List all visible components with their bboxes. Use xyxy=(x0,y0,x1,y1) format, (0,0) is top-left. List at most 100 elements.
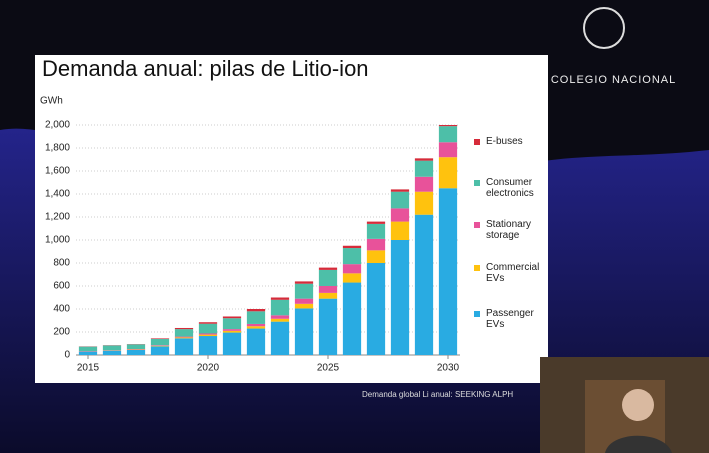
bar-segment xyxy=(366,250,386,263)
webcam-face xyxy=(622,389,654,421)
bar-segment xyxy=(150,338,170,346)
bar-segment xyxy=(222,330,242,333)
bar-segment xyxy=(270,315,290,319)
legend-label: E-buses xyxy=(486,136,523,147)
y-tick-label: 1,000 xyxy=(45,235,70,246)
bar-segment xyxy=(390,191,410,209)
bar-segment xyxy=(222,329,242,331)
logo-text: EL COLEGIO NACIONAL xyxy=(532,74,677,86)
bar-segment xyxy=(342,282,362,355)
bar-segment xyxy=(198,334,218,337)
bar-segment xyxy=(438,142,458,158)
bar-segment xyxy=(270,297,290,300)
bar-segment xyxy=(126,344,146,350)
bar-segment xyxy=(294,308,314,355)
bar-segment xyxy=(150,338,170,339)
bar-segment xyxy=(150,345,170,347)
bar-segment xyxy=(174,337,194,339)
bar-segment xyxy=(342,264,362,274)
bar-segment xyxy=(150,346,170,355)
bar-segment xyxy=(198,322,218,324)
bar-segment xyxy=(438,126,458,143)
bar-segment xyxy=(342,245,362,249)
legend-label: Commercial EVs xyxy=(486,262,540,284)
bar-segment xyxy=(438,125,458,127)
x-tick-label: 2025 xyxy=(317,363,340,374)
bar-segment xyxy=(174,329,194,337)
y-axis-unit: GWh xyxy=(40,96,63,107)
y-tick-label: 0 xyxy=(64,350,70,361)
bar-segment xyxy=(294,303,314,309)
bar-segment xyxy=(438,157,458,189)
bar-segment xyxy=(294,298,314,304)
legend-swatch xyxy=(474,222,480,228)
bar-segment xyxy=(246,323,266,327)
bar-segment xyxy=(222,318,242,330)
y-tick-label: 400 xyxy=(53,304,70,315)
bar-segment xyxy=(246,309,266,312)
bar-segment xyxy=(366,263,386,355)
bar-segment xyxy=(318,292,338,299)
bar-segment xyxy=(366,238,386,251)
bar-segment xyxy=(174,336,194,338)
bar-segment xyxy=(318,298,338,355)
bar-segment xyxy=(414,158,434,161)
bar-segment xyxy=(126,349,146,355)
legend-label: Passenger EVs xyxy=(486,308,534,330)
bar-segment xyxy=(198,336,218,355)
bar-segment xyxy=(150,345,170,346)
bar-segment xyxy=(198,323,218,334)
bar-segment xyxy=(366,223,386,239)
bar-segment xyxy=(198,333,218,335)
legend-swatch xyxy=(474,311,480,317)
y-tick-label: 1,600 xyxy=(45,166,70,177)
bar-segment xyxy=(414,176,434,192)
legend-swatch xyxy=(474,265,480,271)
bar-segment xyxy=(246,311,266,324)
chart-title: Demanda anual: pilas de Litio-ion xyxy=(42,56,369,81)
bar-segment xyxy=(294,283,314,299)
bar-segment xyxy=(270,321,290,355)
legend-swatch xyxy=(474,139,480,145)
bar-segment xyxy=(318,286,338,293)
bar-segment xyxy=(174,338,194,355)
bar-segment xyxy=(174,327,194,330)
x-tick-label: 2030 xyxy=(437,363,460,374)
logo-emblem xyxy=(583,7,625,49)
y-tick-label: 1,800 xyxy=(45,143,70,154)
bar-segment xyxy=(390,189,410,192)
bar-segment xyxy=(294,281,314,284)
bar-segment xyxy=(318,267,338,270)
bar-segment xyxy=(270,318,290,322)
bar-segment xyxy=(342,273,362,283)
bar-segment xyxy=(318,269,338,286)
bar-segment xyxy=(78,346,98,351)
bar-segment xyxy=(222,316,242,319)
bar-segment xyxy=(414,191,434,215)
legend-swatch xyxy=(474,180,480,186)
bar-segment xyxy=(366,221,386,224)
bar-segment xyxy=(102,345,122,351)
webcam-body xyxy=(605,435,672,453)
bar-segment xyxy=(78,351,98,355)
y-tick-label: 1,200 xyxy=(45,212,70,223)
bar-segment xyxy=(246,326,266,329)
bar-segment xyxy=(390,208,410,222)
legend-label: Consumer electronics xyxy=(486,177,534,199)
x-tick-label: 2015 xyxy=(77,363,100,374)
bar-segment xyxy=(414,160,434,177)
y-tick-label: 2,000 xyxy=(45,120,70,131)
x-tick-label: 2020 xyxy=(197,363,220,374)
bar-segment xyxy=(246,328,266,355)
slide xyxy=(35,55,548,383)
bar-segment xyxy=(390,221,410,240)
caption: Demanda global Li anual: SEEKING ALPH xyxy=(362,390,513,399)
y-tick-label: 800 xyxy=(53,258,70,269)
y-tick-label: 200 xyxy=(53,327,70,338)
y-tick-label: 600 xyxy=(53,281,70,292)
bar-segment xyxy=(390,240,410,355)
bar-segment xyxy=(102,350,122,355)
bar-segment xyxy=(438,188,458,355)
